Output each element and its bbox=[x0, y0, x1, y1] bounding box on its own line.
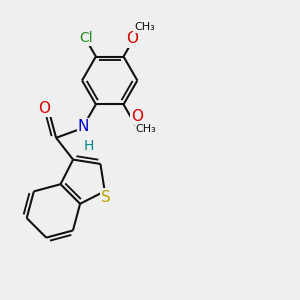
Text: N: N bbox=[78, 119, 89, 134]
Text: S: S bbox=[101, 190, 111, 205]
Text: H: H bbox=[84, 139, 94, 153]
Text: Cl: Cl bbox=[79, 31, 93, 45]
Text: O: O bbox=[131, 109, 143, 124]
Text: CH₃: CH₃ bbox=[136, 124, 157, 134]
Text: CH₃: CH₃ bbox=[134, 22, 155, 32]
Text: O: O bbox=[127, 32, 139, 46]
Text: O: O bbox=[38, 100, 50, 116]
